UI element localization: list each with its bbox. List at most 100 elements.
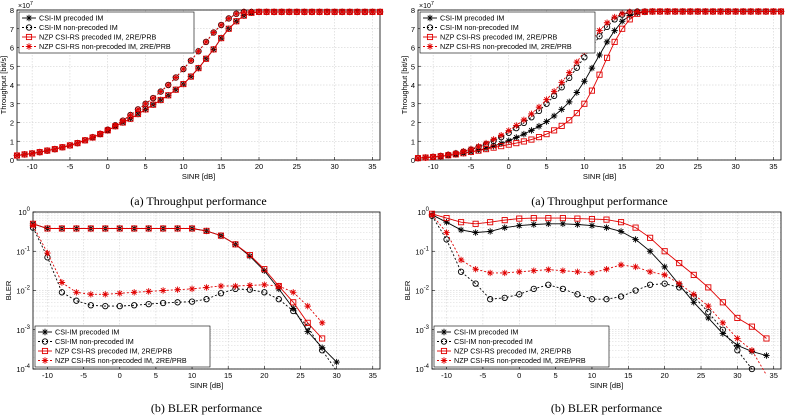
data-point bbox=[261, 267, 268, 274]
legend-box bbox=[18, 11, 195, 54]
legend-box bbox=[419, 11, 596, 54]
legend-marker bbox=[25, 43, 33, 50]
data-point bbox=[89, 133, 96, 141]
x-tick-label: 35 bbox=[368, 162, 376, 171]
data-point bbox=[550, 112, 558, 120]
data-point bbox=[535, 134, 543, 141]
data-point bbox=[210, 29, 217, 36]
data-point bbox=[28, 150, 36, 157]
legend-label: NZP CSI-RS non-precoded IM, 2RE/PRB bbox=[39, 42, 171, 51]
data-point bbox=[617, 228, 625, 235]
data-point bbox=[516, 291, 523, 298]
legend-label: CSI-IM non-precoded IM bbox=[55, 337, 134, 346]
data-point bbox=[543, 96, 550, 103]
x-tick-label: 0 bbox=[517, 371, 521, 380]
data-point bbox=[301, 8, 308, 16]
y-axis-label: Throughput [bit/s] bbox=[400, 56, 409, 114]
data-point bbox=[770, 8, 777, 15]
data-point bbox=[734, 314, 741, 321]
data-point bbox=[475, 143, 482, 150]
legend-marker bbox=[25, 33, 33, 41]
data-point bbox=[588, 64, 596, 72]
data-point bbox=[573, 89, 581, 96]
data-point bbox=[558, 122, 565, 129]
y-tick-label: 10-4 bbox=[415, 364, 429, 374]
data-point bbox=[763, 335, 770, 342]
data-point bbox=[705, 302, 712, 310]
data-point bbox=[217, 282, 225, 290]
data-point bbox=[676, 260, 683, 267]
data-point bbox=[676, 280, 683, 287]
y-tick-label: 10-4 bbox=[16, 364, 30, 374]
data-point bbox=[573, 110, 580, 117]
data-point bbox=[626, 8, 633, 16]
data-point bbox=[617, 261, 625, 269]
data-point bbox=[671, 8, 679, 15]
y-tick-label: 6 bbox=[10, 44, 14, 53]
legend-marker bbox=[41, 328, 49, 336]
data-point bbox=[187, 57, 195, 64]
legend-label: CSI-IM precoded IM bbox=[39, 14, 103, 23]
data-point bbox=[641, 8, 649, 15]
data-point bbox=[603, 296, 610, 303]
data-point bbox=[187, 73, 194, 80]
x-tick-label: -10 bbox=[42, 371, 53, 380]
data-point bbox=[573, 58, 581, 66]
series-2 bbox=[428, 212, 756, 373]
series-3 bbox=[29, 220, 326, 342]
data-point bbox=[709, 8, 717, 15]
x-tick-label: 0 bbox=[507, 162, 511, 171]
legend-marker bbox=[426, 43, 434, 50]
data-point bbox=[218, 35, 225, 42]
data-point bbox=[87, 291, 95, 298]
data-point bbox=[443, 215, 450, 222]
data-point bbox=[535, 103, 543, 111]
x-tick-label: 15 bbox=[224, 371, 232, 380]
data-point bbox=[490, 144, 497, 151]
x-tick-label: 30 bbox=[731, 162, 739, 171]
data-point bbox=[762, 8, 770, 15]
series-line bbox=[32, 227, 337, 372]
data-point bbox=[174, 299, 181, 306]
data-point bbox=[501, 294, 508, 301]
data-point bbox=[482, 139, 490, 147]
data-point bbox=[188, 298, 196, 305]
data-point bbox=[203, 227, 210, 234]
data-point bbox=[149, 94, 157, 102]
data-point bbox=[203, 284, 210, 291]
data-point bbox=[318, 319, 326, 327]
data-point bbox=[550, 88, 558, 95]
chart-2: -10 -5 0 5 10 15 20 25 30 35 0 1 2 3 4 5 6 7 8 ×107 SINR [dB… bbox=[400, 1, 785, 208]
data-point bbox=[661, 271, 668, 279]
data-point bbox=[246, 252, 253, 259]
legend-label: NZP CSI-RS precoded IM, 2RE/PRB bbox=[440, 33, 558, 42]
legend-label: NZP CSI-RS non-precoded IM, 2RE/PRB bbox=[440, 42, 572, 51]
data-point bbox=[543, 118, 550, 125]
data-point bbox=[581, 100, 588, 107]
x-tick-label: 10 bbox=[580, 162, 588, 171]
data-point bbox=[203, 296, 210, 303]
data-point bbox=[316, 8, 323, 16]
data-point bbox=[505, 127, 512, 134]
y-tick-label: 2 bbox=[10, 119, 14, 128]
x-tick-label: 25 bbox=[293, 162, 301, 171]
data-point bbox=[705, 314, 712, 322]
data-point bbox=[574, 221, 581, 228]
y-tick-label: 4 bbox=[411, 81, 415, 90]
data-point bbox=[719, 330, 727, 337]
data-point bbox=[188, 225, 196, 232]
data-point bbox=[457, 256, 465, 264]
data-point bbox=[246, 252, 254, 260]
data-point bbox=[472, 220, 479, 227]
data-point bbox=[290, 307, 297, 315]
data-point bbox=[559, 267, 567, 274]
data-point bbox=[497, 132, 505, 139]
x-tick-label: 5 bbox=[143, 162, 147, 171]
data-point bbox=[87, 225, 94, 232]
series-line bbox=[32, 223, 323, 339]
data-point bbox=[646, 268, 654, 275]
data-point bbox=[516, 222, 523, 229]
legend-marker bbox=[25, 14, 33, 22]
legend-marker bbox=[440, 338, 448, 345]
data-point bbox=[308, 8, 316, 16]
